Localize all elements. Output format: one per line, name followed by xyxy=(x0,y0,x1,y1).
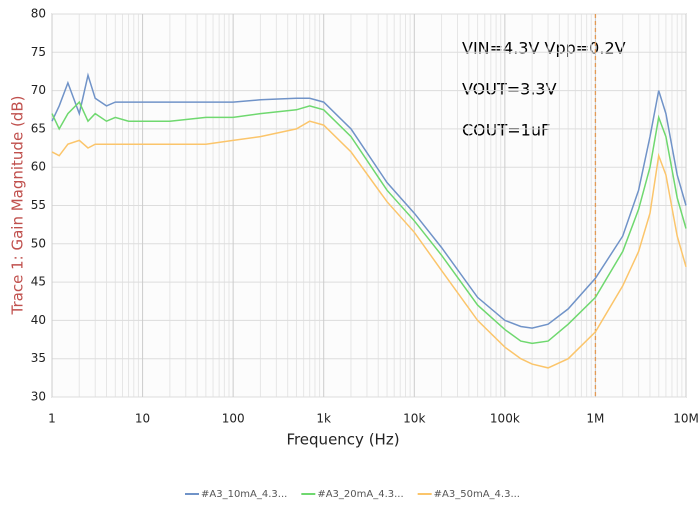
x-tick-label: 10 xyxy=(135,412,150,426)
legend-label: #A3_50mA_4.3... xyxy=(434,489,520,500)
y-tick-label: 80 xyxy=(31,7,46,21)
y-tick-label: 55 xyxy=(31,198,46,212)
y-axis-label: Trace 1: Gain Magnitude (dB) xyxy=(9,96,27,316)
y-tick-label: 45 xyxy=(31,275,46,289)
y-tick-label: 60 xyxy=(31,160,46,174)
x-tick-label: 10M xyxy=(673,412,698,426)
x-tick-label: 100 xyxy=(222,412,245,426)
series-line xyxy=(51,72,687,329)
x-axis-label: Frequency (Hz) xyxy=(286,431,399,449)
x-tick-label: 1M xyxy=(586,412,604,426)
y-tick-label: 65 xyxy=(31,121,46,135)
y-tick-label: 50 xyxy=(31,236,46,250)
y-tick-label: 70 xyxy=(31,83,46,97)
x-tick-label: 10k xyxy=(403,412,425,426)
series-line xyxy=(51,100,687,345)
annotation: VOUT=3.3V xyxy=(462,80,557,99)
legend-label: #A3_20mA_4.3... xyxy=(317,489,403,500)
y-tick-label: 75 xyxy=(31,45,46,59)
series-line xyxy=(51,120,687,369)
y-tick-label: 30 xyxy=(31,390,46,404)
x-tick-label: 100k xyxy=(490,412,520,426)
x-tick-label: 1k xyxy=(316,412,331,426)
annotation: COUT=1uF xyxy=(462,121,550,140)
y-tick-label: 40 xyxy=(31,313,46,327)
x-tick-label: 1 xyxy=(48,412,56,426)
y-tick-label: 35 xyxy=(31,351,46,365)
annotation: VIN=4.3V Vpp=0.2V xyxy=(462,39,626,58)
legend-label: #A3_10mA_4.3... xyxy=(201,489,287,500)
